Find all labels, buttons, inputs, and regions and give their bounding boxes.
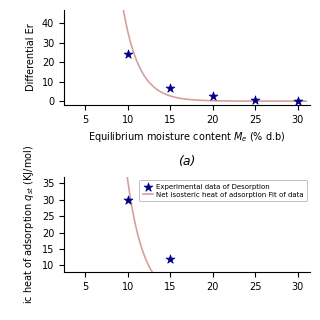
Point — [210, 94, 215, 99]
Point — [125, 52, 130, 57]
Experimental data of Desorption — [168, 256, 173, 261]
Experimental data of Desorption — [125, 197, 130, 202]
Net isosteric heat of adsorption Fit of data — [270, 296, 274, 300]
Text: (a): (a) — [179, 155, 196, 168]
X-axis label: Equilibrium moisture content $M_e$ (% d.b): Equilibrium moisture content $M_e$ (% d.… — [88, 130, 286, 144]
Y-axis label: Differential Er: Differential Er — [26, 23, 36, 91]
Point — [295, 98, 300, 103]
Net isosteric heat of adsorption Fit of data — [216, 296, 220, 300]
Point — [168, 86, 173, 91]
Net isosteric heat of adsorption Fit of data — [217, 296, 220, 300]
Point — [252, 98, 258, 103]
Line: Net isosteric heat of adsorption Fit of data: Net isosteric heat of adsorption Fit of … — [90, 0, 306, 298]
Net isosteric heat of adsorption Fit of data — [220, 296, 224, 300]
Y-axis label: ic heat of adsorption $q_{st}$ (KJ/mol): ic heat of adsorption $q_{st}$ (KJ/mol) — [22, 145, 36, 304]
Net isosteric heat of adsorption Fit of data — [304, 296, 308, 300]
Legend: Experimental data of Desorption, Net isosteric heat of adsorption Fit of data: Experimental data of Desorption, Net iso… — [139, 180, 307, 201]
Net isosteric heat of adsorption Fit of data — [284, 296, 288, 300]
